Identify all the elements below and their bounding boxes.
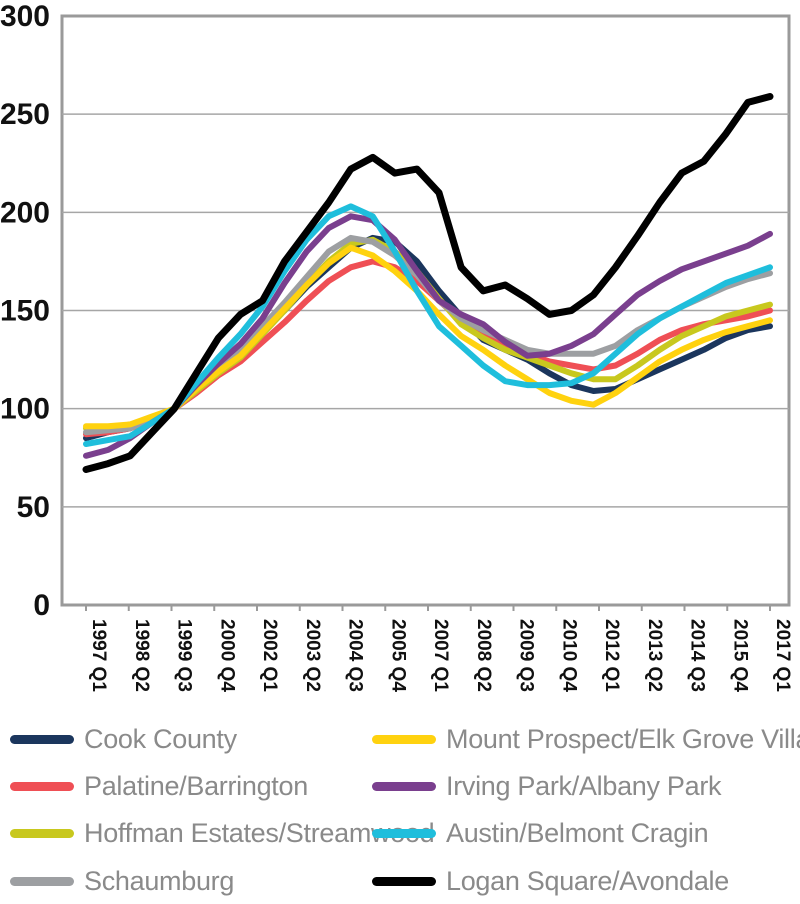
- legend-swatch: [10, 828, 74, 838]
- legend: Cook County Palatine/Barrington Hoffman …: [0, 708, 800, 900]
- x-tick-label: 2007 Q1: [430, 619, 451, 692]
- legend-item-cook-county: Cook County: [10, 716, 237, 762]
- x-tick-label: 2010 Q4: [558, 619, 579, 692]
- legend-item-palatine-barrington: Palatine/Barrington: [10, 763, 308, 809]
- y-tick-label: 150: [0, 295, 50, 328]
- legend-item-austin-belmont-cragin: Austin/Belmont Cragin: [372, 810, 709, 856]
- y-tick-label: 50: [17, 491, 50, 524]
- x-tick-label: 2009 Q3: [516, 619, 537, 692]
- legend-label: Logan Square/Avondale: [446, 865, 729, 896]
- x-tick-label: 2008 Q2: [473, 619, 494, 692]
- x-tick-label: 2013 Q2: [644, 619, 665, 692]
- x-tick-label: 2012 Q1: [601, 619, 622, 692]
- series-line-logan-square-avondale: [82, 93, 774, 473]
- gridlines: [62, 113, 789, 508]
- series-lines: [82, 93, 774, 473]
- y-tick-label: 100: [0, 393, 50, 426]
- legend-label: Cook County: [84, 723, 237, 754]
- legend-swatch: [372, 828, 436, 838]
- legend-swatch: [10, 781, 74, 791]
- x-tick-label: 1999 Q3: [174, 619, 195, 692]
- x-tick-label: 2003 Q2: [302, 619, 323, 692]
- y-tick-label: 300: [0, 0, 50, 33]
- y-axis-ticks: 0 50 100 150 200 250 300: [0, 0, 50, 622]
- legend-swatch: [372, 876, 436, 886]
- series-line-mount-prospect-elk-grove-village: [83, 244, 773, 430]
- legend-swatch: [372, 781, 436, 791]
- legend-label: Mount Prospect/Elk Grove Village: [446, 723, 800, 754]
- x-tick-label: 1997 Q1: [88, 619, 109, 692]
- y-tick-label: 250: [0, 98, 50, 131]
- line-chart: 0 50 100 150 200 250 300 1997 Q1 1998 Q2 1999 Q3…: [0, 0, 793, 692]
- x-tick-label: 2014 Q3: [687, 619, 708, 692]
- legend-item-irving-park-albany-park: Irving Park/Albany Park: [372, 763, 722, 809]
- legend-label: Irving Park/Albany Park: [446, 770, 722, 801]
- x-tick-label: 2004 Q3: [345, 619, 366, 692]
- x-tick-label: 2017 Q1: [772, 619, 793, 692]
- legend-label: Schaumburg: [84, 865, 235, 896]
- x-tick-label: 2015 Q4: [729, 619, 750, 692]
- legend-item-mount-prospect-elk-grove-village: Mount Prospect/Elk Grove Village: [372, 716, 800, 762]
- y-tick-label: 0: [33, 589, 50, 622]
- x-tick-label: 1998 Q2: [131, 619, 152, 692]
- legend-item-schaumburg: Schaumburg: [10, 858, 234, 904]
- x-tick-label: 2002 Q1: [259, 619, 280, 692]
- legend-swatch: [372, 734, 436, 744]
- legend-label: Austin/Belmont Cragin: [446, 817, 709, 848]
- legend-label: Palatine/Barrington: [84, 770, 308, 801]
- x-tick-label: 2000 Q4: [216, 619, 237, 692]
- series-line-austin-belmont-cragin: [83, 203, 773, 447]
- y-tick-label: 200: [0, 196, 50, 229]
- legend-item-logan-square-avondale: Logan Square/Avondale: [372, 858, 729, 904]
- legend-item-hoffman-estates-streamwood: Hoffman Estates/Streamwood: [10, 810, 435, 856]
- legend-swatch: [10, 876, 74, 886]
- x-axis-ticks: 1997 Q1 1998 Q2 1999 Q3 2000 Q4 2002 Q1 2003 …: [85, 605, 793, 692]
- x-tick-label: 2005 Q4: [387, 619, 408, 692]
- legend-swatch: [10, 734, 74, 744]
